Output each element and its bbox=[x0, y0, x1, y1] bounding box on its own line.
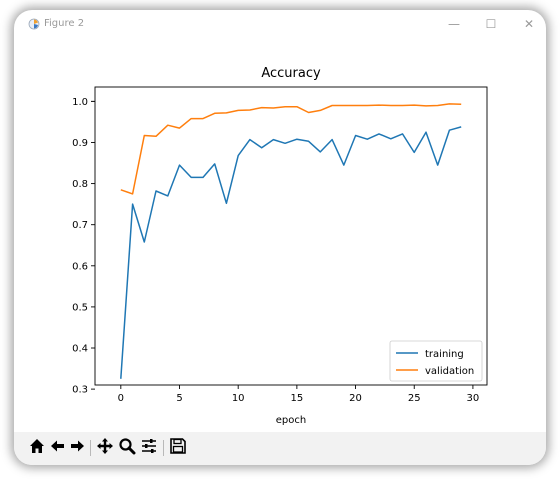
back-icon[interactable] bbox=[48, 437, 66, 455]
x-tick-label: 25 bbox=[408, 393, 421, 404]
configure-subplots-icon[interactable] bbox=[140, 437, 158, 455]
legend-label-validation: validation bbox=[425, 366, 474, 377]
window-title: Figure 2 bbox=[44, 18, 85, 29]
navigation-toolbar bbox=[14, 432, 546, 465]
x-tick-label: 15 bbox=[291, 393, 304, 404]
title-bar: Figure 2 — ☐ ✕ bbox=[14, 10, 546, 40]
x-tick-label: 30 bbox=[467, 393, 480, 404]
validation-series-line bbox=[120, 103, 462, 195]
x-tick-label: 10 bbox=[232, 393, 245, 404]
zoom-icon[interactable] bbox=[118, 437, 136, 455]
y-tick-label: 0.5 bbox=[72, 302, 88, 313]
legend-label-training: training bbox=[425, 349, 464, 360]
toolbar-separator bbox=[90, 440, 91, 456]
training-series-line bbox=[120, 126, 462, 379]
y-tick-label: 0.6 bbox=[72, 261, 88, 272]
save-icon[interactable] bbox=[169, 437, 187, 455]
home-icon[interactable] bbox=[28, 437, 46, 455]
x-axis-label: epoch bbox=[276, 415, 306, 426]
x-tick-label: 0 bbox=[118, 393, 124, 404]
y-tick-label: 0.3 bbox=[72, 385, 88, 396]
maximize-button[interactable]: ☐ bbox=[485, 17, 497, 31]
legend: training validation bbox=[389, 340, 483, 382]
y-tick-label: 1.0 bbox=[72, 97, 88, 108]
figure-window: Figure 2 — ☐ ✕ Accuracy 0 5 10 15 20 25 30 0.3 0… bbox=[14, 10, 546, 465]
y-tick-label: 0.8 bbox=[72, 179, 88, 190]
accuracy-chart: Accuracy 0 5 10 15 20 25 30 0.3 0.4 0.5 0.6 0.7 0.8 0… bbox=[72, 66, 488, 426]
y-tick-label: 0.7 bbox=[72, 220, 88, 231]
figure-canvas[interactable]: Accuracy 0 5 10 15 20 25 30 0.3 0.4 0.5 0.6 0.7 0.8 0… bbox=[14, 40, 546, 432]
y-tick-label: 0.9 bbox=[72, 138, 88, 149]
minimize-button[interactable]: — bbox=[448, 17, 460, 31]
close-button[interactable]: ✕ bbox=[523, 17, 535, 31]
forward-icon[interactable] bbox=[69, 437, 87, 455]
matplotlib-logo-icon bbox=[28, 18, 40, 30]
y-tick-label: 0.4 bbox=[72, 344, 88, 355]
pan-icon[interactable] bbox=[96, 437, 114, 455]
x-tick-label: 5 bbox=[176, 393, 182, 404]
plot-frame bbox=[94, 86, 488, 386]
x-tick-label: 20 bbox=[349, 393, 362, 404]
toolbar-separator bbox=[163, 440, 164, 456]
chart-title: Accuracy bbox=[261, 66, 321, 81]
